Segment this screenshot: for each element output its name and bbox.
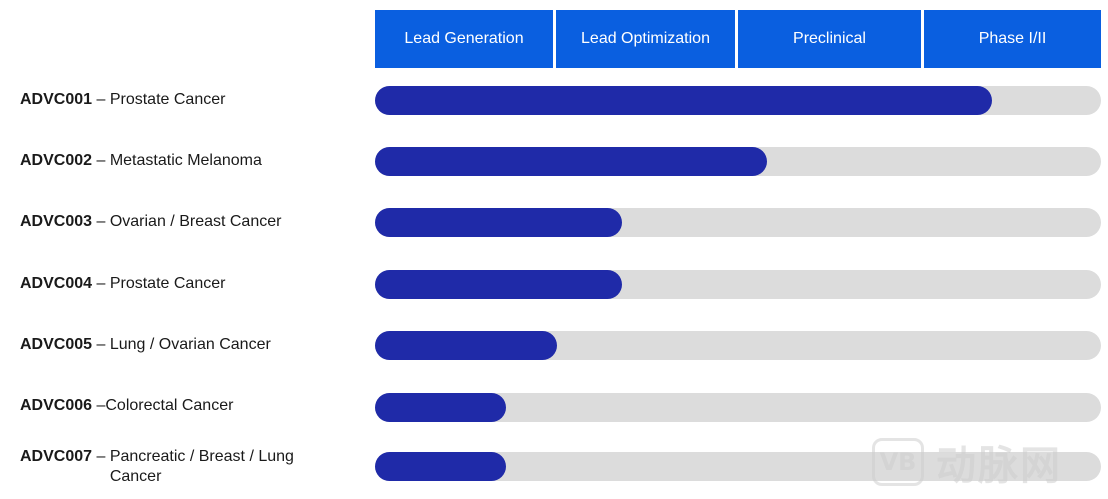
candidate-code: ADVC001: [20, 91, 93, 108]
indication-text: Metastatic Melanoma: [109, 152, 262, 169]
stage-header-lead-generation: Lead Generation: [375, 10, 553, 68]
label-separator: –: [92, 448, 110, 465]
label-separator: –: [92, 397, 106, 414]
label-separator: –: [92, 336, 110, 353]
row-label: ADVC005 – Lung / Ovarian Cancer: [20, 335, 360, 355]
progress-track: [375, 393, 1101, 422]
candidate-code: ADVC006: [20, 397, 93, 414]
indication-text: Colorectal Cancer: [105, 397, 234, 414]
progress-track: [375, 331, 1101, 360]
stage-header-lead-optimization: Lead Optimization: [556, 10, 735, 68]
progress-track: [375, 147, 1101, 176]
candidate-code: ADVC007: [20, 448, 93, 465]
stage-header-preclinical: Preclinical: [738, 10, 921, 68]
candidate-code: ADVC005: [20, 336, 93, 353]
indication-text: Ovarian / Breast Cancer: [109, 213, 282, 230]
watermark-logo: VB: [872, 438, 924, 486]
label-separator: –: [92, 275, 110, 292]
row-label: ADVC006 – Colorectal Cancer: [20, 396, 360, 416]
candidate-code: ADVC004: [20, 275, 93, 292]
candidate-code: ADVC002: [20, 152, 93, 169]
row-label: ADVC003 – Ovarian / Breast Cancer: [20, 212, 360, 232]
progress-bar: [375, 331, 557, 360]
indication-text: Prostate Cancer: [109, 91, 226, 108]
row-label: ADVC001 – Prostate Cancer: [20, 90, 360, 110]
progress-bar: [375, 86, 992, 115]
candidate-code: ADVC003: [20, 213, 93, 230]
progress-track: [375, 86, 1101, 115]
progress-bar: [375, 270, 622, 299]
progress-bar: [375, 147, 767, 176]
progress-bar: [375, 208, 622, 237]
label-separator: –: [92, 91, 110, 108]
progress-track: [375, 208, 1101, 237]
progress-track: [375, 452, 1101, 481]
label-separator: –: [92, 152, 110, 169]
progress-bar: [375, 452, 506, 481]
watermark: VB 动脉网: [872, 433, 1102, 491]
watermark-text: 动脉网: [936, 443, 1062, 489]
indication-text: Lung / Ovarian Cancer: [109, 336, 271, 353]
progress-bar: [375, 393, 506, 422]
row-label: ADVC007 – Pancreatic / Breast / Lung Can…: [20, 447, 320, 487]
label-separator: –: [92, 213, 110, 230]
row-label: ADVC002 – Metastatic Melanoma: [20, 151, 360, 171]
progress-track: [375, 270, 1101, 299]
indication-text: Prostate Cancer: [109, 275, 226, 292]
row-label: ADVC004 – Prostate Cancer: [20, 274, 360, 294]
indication-text: Pancreatic / Breast / Lung Cancer: [109, 448, 294, 485]
stage-header-phase-1-2: Phase I/II: [924, 10, 1101, 68]
